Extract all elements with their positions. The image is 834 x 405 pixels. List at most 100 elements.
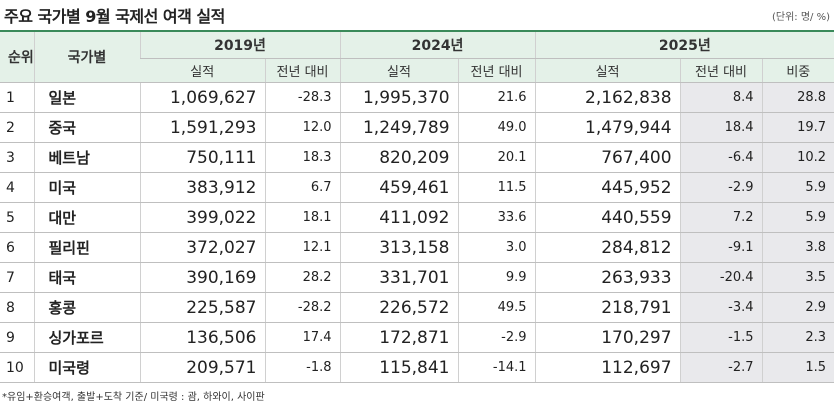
cell: 19.7 (761, 112, 834, 143)
cell: 399,022 (139, 202, 265, 233)
table-row: 1 일본 1,069,627 -28.3 1,995,370 21.6 2,162,838 8… (0, 82, 834, 113)
table-row: 2 중국 1,591,293 12.0 1,249,789 49.0 1,479,944 18… (0, 112, 834, 143)
country: 필리핀 (33, 232, 140, 263)
cell: 3.8 (761, 232, 834, 263)
cell: 1,591,293 (139, 112, 265, 143)
rank: 6 (0, 232, 34, 263)
table-row: 8 홍콩 225,587 -28.2 226,572 49.5 218,791 -3.4 2.9 (0, 292, 834, 323)
column-group-header: 순위 (0, 31, 34, 83)
cell: 750,111 (139, 142, 265, 173)
cell: 225,587 (139, 292, 265, 323)
column-header: 비중 (761, 58, 834, 83)
cell: 383,912 (139, 172, 265, 203)
country: 베트남 (33, 142, 140, 173)
cell: 7.2 (679, 202, 763, 233)
cell: 6.7 (264, 172, 341, 203)
cell: 1,069,627 (139, 82, 265, 113)
cell: 1.5 (761, 352, 834, 383)
title: 주요 국가별 9월 국제선 여객 실적 (4, 7, 225, 26)
cell: 9.9 (457, 262, 536, 293)
cell: 28.2 (264, 262, 341, 293)
cell: 1,995,370 (339, 82, 459, 113)
footnote: *유임+환승여객, 출발+도착 기준/ 미국령 : 괌, 하와이, 사이판 (2, 392, 265, 403)
cell: 115,841 (339, 352, 459, 383)
cell: -20.4 (679, 262, 763, 293)
cell: -14.1 (457, 352, 536, 383)
cell: -9.1 (679, 232, 763, 263)
rank: 3 (0, 142, 34, 173)
cell: 263,933 (534, 262, 681, 293)
country: 미국 (33, 172, 140, 203)
cell: 3.0 (457, 232, 536, 263)
table-row: 9 싱가포르 136,506 17.4 172,871 -2.9 170,297 -1.5 2.… (0, 322, 834, 353)
cell: -3.4 (679, 292, 763, 323)
cell: 218,791 (534, 292, 681, 323)
cell: 2,162,838 (534, 82, 681, 113)
table-row: 10 미국령 209,571 -1.8 115,841 -14.1 112,697 -2.7 1… (0, 352, 834, 383)
table-row: 5 대만 399,022 18.1 411,092 33.6 440,559 7.2 5.9 (0, 202, 834, 233)
cell: 1,249,789 (339, 112, 459, 143)
cell: 3.5 (761, 262, 834, 293)
column-header: 전년 대비 (679, 58, 763, 83)
cell: 112,697 (534, 352, 681, 383)
column-group-header: 2025년 (534, 31, 834, 59)
cell: 49.5 (457, 292, 536, 323)
cell: 21.6 (457, 82, 536, 113)
cell: -2.9 (457, 322, 536, 353)
cell: 33.6 (457, 202, 536, 233)
rank: 2 (0, 112, 34, 143)
cell: -1.5 (679, 322, 763, 353)
cell: -2.7 (679, 352, 763, 383)
cell: -28.3 (264, 82, 341, 113)
rank: 8 (0, 292, 34, 323)
column-group-header: 2024년 (339, 31, 536, 59)
cell: 390,169 (139, 262, 265, 293)
cell: 1,479,944 (534, 112, 681, 143)
column-header: 실적 (140, 58, 265, 83)
table-row: 6 필리핀 372,027 12.1 313,158 3.0 284,812 -9.1 3.8 (0, 232, 834, 263)
cell: 12.1 (264, 232, 341, 263)
cell: -1.8 (264, 352, 341, 383)
rank: 1 (0, 82, 34, 113)
cell: 5.9 (761, 172, 834, 203)
cell: -28.2 (264, 292, 341, 323)
cell: 170,297 (534, 322, 681, 353)
column-header: 전년 대비 (457, 58, 536, 83)
rank: 7 (0, 262, 34, 293)
cell: -2.9 (679, 172, 763, 203)
cell: 226,572 (339, 292, 459, 323)
cell: 411,092 (339, 202, 459, 233)
cell: 2.9 (761, 292, 834, 323)
country: 중국 (33, 112, 140, 143)
cell: 28.8 (761, 82, 834, 113)
cell: 209,571 (139, 352, 265, 383)
unit-note: (단위: 명/ %) (771, 12, 830, 23)
cell: 136,506 (139, 322, 265, 353)
cell: 18.4 (679, 112, 763, 143)
cell: 20.1 (457, 142, 536, 173)
cell: 313,158 (339, 232, 459, 263)
cell: 2.3 (761, 322, 834, 353)
cell: 445,952 (534, 172, 681, 203)
cell: 12.0 (264, 112, 341, 143)
column-header: 실적 (339, 58, 459, 83)
cell: 5.9 (761, 202, 834, 233)
column-group-header: 국가별 (33, 31, 140, 83)
country: 미국령 (33, 352, 140, 383)
column-header: 실적 (534, 58, 681, 83)
rank: 4 (0, 172, 34, 203)
cell: 331,701 (339, 262, 459, 293)
cell: 18.1 (264, 202, 341, 233)
cell: 459,461 (339, 172, 459, 203)
rank: 5 (0, 202, 34, 233)
cell: 8.4 (679, 82, 763, 113)
cell: 440,559 (534, 202, 681, 233)
cell: 372,027 (139, 232, 265, 263)
cell: 18.3 (264, 142, 341, 173)
data-table: 순위 국가별 2019년 2024년 2025년 실적 전년 대비 실적 전년 대비 실적 전년 대… (0, 30, 834, 383)
cell: -6.4 (679, 142, 763, 173)
column-group-header: 2019년 (139, 31, 341, 59)
column-header: 전년 대비 (264, 58, 341, 83)
rank: 10 (0, 352, 34, 383)
